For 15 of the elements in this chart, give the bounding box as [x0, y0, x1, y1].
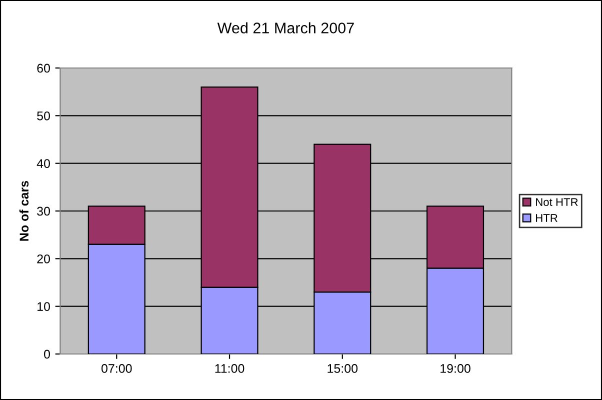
- y-axis-title: No of cars: [19, 180, 29, 241]
- legend-label: Not HTR: [536, 198, 578, 206]
- x-tick-label: 19:00: [440, 364, 470, 373]
- legend-label: HTR: [536, 214, 558, 222]
- y-tick-label: 30: [37, 206, 50, 216]
- x-tick-label: 15:00: [328, 364, 358, 373]
- y-tick-label: 60: [37, 64, 50, 73]
- y-tick-label: 10: [38, 302, 50, 311]
- x-tick-label: 07:00: [101, 364, 132, 373]
- y-tick-label: 0: [44, 350, 50, 359]
- y-tick-label: 20: [37, 254, 50, 264]
- y-tick-label: 50: [37, 111, 50, 120]
- x-tick-label: 11:00: [215, 364, 244, 373]
- y-tick-label: 40: [36, 159, 50, 168]
- chart-title: Wed 21 March 2007: [217, 22, 354, 34]
